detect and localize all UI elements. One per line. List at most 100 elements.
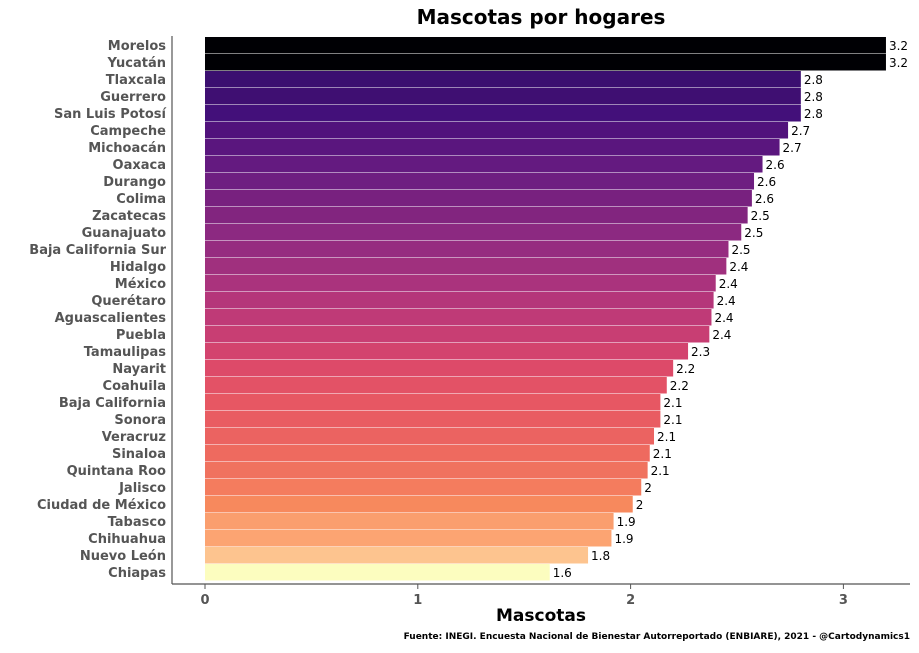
category-label-queretaro: Querétaro: [91, 294, 166, 309]
value-label-veracruz: 2.1: [657, 430, 676, 444]
bar-quintana-roo: [205, 462, 648, 479]
x-tick-label-2: 2: [626, 593, 635, 608]
bar-michoacan: [205, 139, 780, 156]
bar-san-luis-potosi: [205, 105, 801, 122]
value-label-yucatan: 3.2: [889, 56, 908, 70]
value-label-guanajuato: 2.5: [744, 226, 763, 240]
bar-yucatan: [205, 54, 886, 71]
value-label-mexico: 2.4: [719, 277, 738, 291]
bar-chihuahua: [205, 530, 612, 547]
bar-baja-california-sur: [205, 241, 729, 258]
value-label-colima: 2.6: [755, 192, 774, 206]
category-label-puebla: Puebla: [116, 328, 166, 343]
value-label-michoacan: 2.7: [783, 141, 802, 155]
value-label-aguascalientes: 2.4: [714, 311, 733, 325]
x-tick-label-1: 1: [413, 593, 422, 608]
category-label-coahuila: Coahuila: [103, 379, 166, 394]
bar-campeche: [205, 122, 789, 139]
category-label-ciudad-de-mexico: Ciudad de México: [37, 498, 166, 513]
bar-hidalgo: [205, 258, 727, 275]
value-label-guerrero: 2.8: [804, 90, 823, 104]
bar-queretaro: [205, 292, 714, 309]
bar-veracruz: [205, 428, 655, 445]
value-label-nuevo-leon: 1.8: [591, 549, 610, 563]
category-label-tamaulipas: Tamaulipas: [84, 345, 167, 360]
category-label-sonora: Sonora: [114, 413, 166, 428]
value-label-coahuila: 2.2: [670, 379, 689, 393]
bar-nuevo-leon: [205, 547, 589, 564]
category-label-quintana-roo: Quintana Roo: [67, 464, 166, 479]
value-label-oaxaca: 2.6: [766, 158, 785, 172]
category-label-chiapas: Chiapas: [108, 566, 166, 581]
category-label-tlaxcala: Tlaxcala: [106, 73, 166, 88]
bar-coahuila: [205, 377, 667, 394]
bar-mexico: [205, 275, 716, 292]
category-label-nuevo-leon: Nuevo León: [80, 549, 166, 564]
bar-chiapas: [205, 564, 550, 581]
bar-puebla: [205, 326, 710, 343]
bar-oaxaca: [205, 156, 763, 173]
category-label-guanajuato: Guanajuato: [82, 226, 166, 241]
bar-guerrero: [205, 88, 801, 105]
value-label-queretaro: 2.4: [717, 294, 736, 308]
value-label-baja-california: 2.1: [663, 396, 682, 410]
value-label-sinaloa: 2.1: [653, 447, 672, 461]
value-label-puebla: 2.4: [712, 328, 731, 342]
bar-guanajuato: [205, 224, 742, 241]
category-label-zacatecas: Zacatecas: [92, 209, 166, 224]
bar-durango: [205, 173, 755, 190]
x-axis-title: Mascotas: [496, 606, 586, 626]
category-label-sinaloa: Sinaloa: [112, 447, 166, 462]
bar-aguascalientes: [205, 309, 712, 326]
bar-jalisco: [205, 479, 642, 496]
value-label-nayarit: 2.2: [676, 362, 695, 376]
x-axis-ticks: 0 1 2 3: [200, 584, 848, 608]
bar-morelos: [205, 37, 886, 54]
chart-title: Mascotas por hogares: [417, 5, 666, 29]
value-label-jalisco: 2: [644, 481, 652, 495]
category-label-nayarit: Nayarit: [112, 362, 166, 377]
category-label-veracruz: Veracruz: [102, 430, 166, 445]
category-label-hidalgo: Hidalgo: [110, 260, 166, 275]
category-label-san-luis-potosi: San Luis Potosí: [54, 107, 168, 122]
value-labels: 3.2 3.2 2.8 2.8 2.8 2.7 2.7 2.6 2.6 2.6 2.5 2.5 2.5 2…: [553, 39, 908, 580]
category-label-morelos: Morelos: [108, 39, 166, 54]
value-label-campeche: 2.7: [791, 124, 810, 138]
category-label-tabasco: Tabasco: [108, 515, 166, 530]
category-label-michoacan: Michoacán: [88, 141, 166, 156]
bar-baja-california: [205, 394, 661, 411]
bar-zacatecas: [205, 207, 748, 224]
value-label-zacatecas: 2.5: [751, 209, 770, 223]
category-label-yucatan: Yucatán: [107, 56, 166, 71]
value-label-chiapas: 1.6: [553, 566, 572, 580]
category-labels: Morelos Yucatán Tlaxcala Guerrero San Luis P…: [29, 39, 167, 581]
category-label-baja-california-sur: Baja California Sur: [29, 243, 166, 258]
value-label-tlaxcala: 2.8: [804, 73, 823, 87]
bar-colima: [205, 190, 752, 207]
source-caption: Fuente: INEGI. Encuesta Nacional de Bien…: [404, 632, 910, 642]
bar-tabasco: [205, 513, 614, 530]
category-label-baja-california: Baja California: [59, 396, 166, 411]
category-label-aguascalientes: Aguascalientes: [55, 311, 167, 326]
bar-tlaxcala: [205, 71, 801, 88]
value-label-morelos: 3.2: [889, 39, 908, 53]
category-label-campeche: Campeche: [90, 124, 166, 139]
value-label-chihuahua: 1.9: [614, 532, 633, 546]
x-tick-label-0: 0: [200, 593, 209, 608]
value-label-ciudad-de-mexico: 2: [636, 498, 644, 512]
bar-nayarit: [205, 360, 674, 377]
bar-ciudad-de-mexico: [205, 496, 633, 513]
value-label-hidalgo: 2.4: [729, 260, 748, 274]
category-label-chihuahua: Chihuahua: [88, 532, 166, 547]
bar-sinaloa: [205, 445, 650, 462]
value-label-san-luis-potosi: 2.8: [804, 107, 823, 121]
value-label-quintana-roo: 2.1: [651, 464, 670, 478]
value-label-sonora: 2.1: [663, 413, 682, 427]
category-label-guerrero: Guerrero: [100, 90, 166, 105]
category-label-colima: Colima: [116, 192, 166, 207]
value-label-tabasco: 1.9: [617, 515, 636, 529]
value-label-baja-california-sur: 2.5: [731, 243, 750, 257]
category-label-durango: Durango: [103, 175, 166, 190]
